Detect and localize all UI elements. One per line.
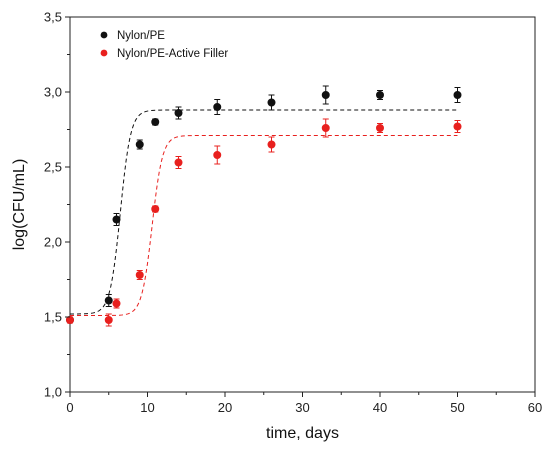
data-point <box>135 270 144 279</box>
x-tick-label: 60 <box>528 400 542 415</box>
legend-label: Nylon/PE <box>117 30 165 42</box>
legend-marker <box>100 31 108 39</box>
plot-area <box>69 16 536 393</box>
x-tick-label: 30 <box>295 400 309 415</box>
fit-curves <box>69 109 458 316</box>
data-point <box>267 98 276 107</box>
x-tick-label: 0 <box>66 400 73 415</box>
data-point <box>375 91 384 100</box>
legend-label: Nylon/PE-Active Filler <box>117 48 228 60</box>
y-tick-label: 3,0 <box>44 85 62 100</box>
data-point <box>112 299 121 308</box>
y-axis-title: log(CFU/mL) <box>11 159 28 251</box>
data-point <box>104 315 113 324</box>
x-tick-label: 40 <box>373 400 387 415</box>
data-point <box>151 118 160 127</box>
data-point <box>112 215 121 224</box>
legend: Nylon/PE Nylon/PE-Active Filler <box>100 30 228 60</box>
plot-border <box>69 16 536 393</box>
data-point <box>135 140 144 149</box>
x-tick-label: 10 <box>140 400 154 415</box>
fit-curve <box>70 135 458 316</box>
y-axis: 1,0 1,5 2,0 2,5 3,0 3,5 <box>44 10 70 400</box>
y-tick-label: 2,5 <box>44 160 62 175</box>
x-tick-label: 20 <box>218 400 232 415</box>
data-point <box>174 109 183 118</box>
y-tick-label: 2,0 <box>44 235 62 250</box>
x-tick-label: 50 <box>450 400 464 415</box>
data-point <box>213 103 222 112</box>
fit-curve <box>69 109 458 315</box>
data-point <box>453 91 462 100</box>
legend-marker <box>100 49 108 57</box>
x-axis-title: time, days <box>266 425 339 442</box>
data-point <box>66 315 75 324</box>
data-points <box>66 85 462 327</box>
data-point <box>151 204 160 213</box>
data-point <box>375 124 384 133</box>
data-point <box>321 124 330 133</box>
data-point <box>453 122 462 131</box>
data-point <box>213 150 222 159</box>
y-tick-label: 1,5 <box>44 310 62 325</box>
y-tick-label: 1,0 <box>44 385 62 400</box>
data-point <box>174 158 183 167</box>
y-tick-label: 3,5 <box>44 10 62 25</box>
data-point <box>267 140 276 149</box>
x-axis: 0 10 20 30 40 50 60 <box>66 392 542 415</box>
data-point <box>321 91 330 100</box>
data-point <box>104 296 113 305</box>
